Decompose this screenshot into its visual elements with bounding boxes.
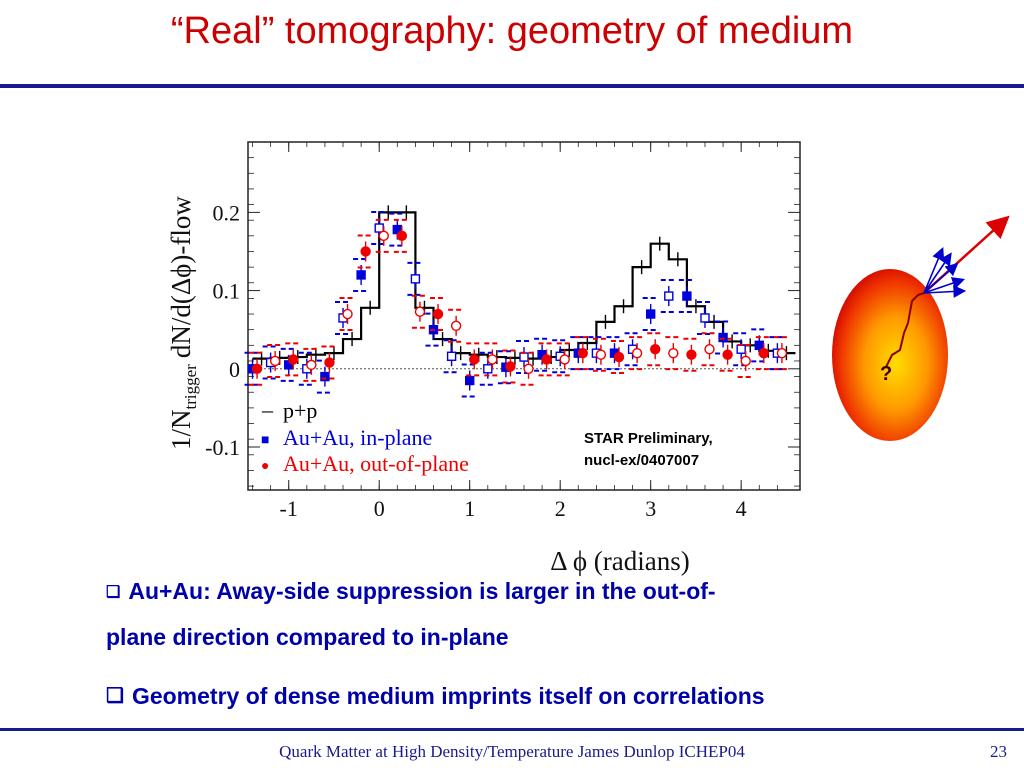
in-plane-point bbox=[682, 291, 692, 301]
annotation-line-1: STAR Preliminary, bbox=[584, 430, 713, 447]
jet-fragment-arrows bbox=[923, 247, 967, 298]
out-of-plane-point bbox=[541, 354, 552, 365]
y-tick-label: 0.1 bbox=[213, 279, 241, 304]
x-tick-label: 0 bbox=[374, 496, 385, 521]
in-plane-point bbox=[465, 375, 475, 386]
fragment-arrow bbox=[923, 285, 967, 298]
y-axis-title-main: 1/N bbox=[166, 410, 196, 451]
bullet-2-text: Geometry of dense medium imprints itself… bbox=[131, 683, 765, 709]
legend-label-pp: p+p bbox=[283, 398, 317, 423]
series-layer bbox=[244, 205, 796, 398]
out-of-plane-point bbox=[269, 355, 281, 367]
x-tick-label: 2 bbox=[555, 496, 566, 521]
out-of-plane-point bbox=[432, 308, 444, 320]
in-plane-point bbox=[356, 270, 366, 280]
out-of-plane-point bbox=[251, 363, 263, 374]
fragment-arrow bbox=[923, 277, 966, 294]
x-tick-label: 1 bbox=[464, 496, 475, 521]
in-plane-point bbox=[446, 351, 457, 361]
out-of-plane-point bbox=[523, 363, 534, 374]
legend-symbol-in-plane: ■ bbox=[261, 433, 269, 448]
x-tick-label: 3 bbox=[645, 496, 656, 521]
title-divider bbox=[0, 84, 1024, 88]
out-of-plane-point bbox=[324, 357, 335, 368]
y-tick-label: -0.1 bbox=[205, 435, 240, 460]
fragment-arrow bbox=[923, 262, 959, 294]
y-tick-label: 0 bbox=[229, 357, 240, 382]
page-number: 23 bbox=[990, 742, 1007, 761]
out-of-plane-point bbox=[414, 306, 426, 317]
in-plane-point bbox=[736, 344, 746, 354]
out-of-plane-point bbox=[342, 308, 353, 320]
bullet-marker-icon: ❑ bbox=[106, 584, 121, 601]
jet-medium-diagram: ? bbox=[832, 215, 1010, 441]
out-of-plane-point bbox=[487, 354, 498, 365]
legend-label-in-plane: Au+Au, in-plane bbox=[283, 425, 432, 450]
fragment-arrow bbox=[923, 247, 945, 294]
y-tick-label: 0.2 bbox=[213, 200, 241, 225]
in-plane-point bbox=[320, 371, 330, 382]
out-of-plane-point bbox=[776, 347, 788, 359]
out-of-plane-point bbox=[288, 354, 299, 365]
parton-path bbox=[885, 292, 925, 368]
bullet-1-line-2: plane direction compared to in-plane bbox=[106, 624, 509, 650]
out-of-plane-point bbox=[704, 344, 715, 355]
y-axis-title-tail: dN/d(Δϕ)-flow bbox=[166, 196, 196, 359]
preliminary-annotation: STAR Preliminary, nucl-ex/0407007 bbox=[584, 430, 713, 469]
y-axis-title-sub: trigger bbox=[181, 364, 200, 410]
correlation-chart: -1 0 1 2 3 4 -0.1 0 0.1 0.2 1/Ntrigger dN/d(Δϕ)-fl… bbox=[166, 141, 801, 576]
legend: – p+p ■ Au+Au, in-plane ● Au+Au, out-of-… bbox=[261, 397, 469, 476]
axes-layer: -1 0 1 2 3 4 -0.1 0 0.1 0.2 bbox=[205, 142, 800, 521]
in-plane-point bbox=[718, 332, 728, 343]
bullet-marker-icon: ❑ bbox=[106, 685, 124, 707]
x-tick-label: 4 bbox=[736, 496, 747, 521]
out-of-plane-point bbox=[306, 359, 317, 371]
out-of-plane-point bbox=[360, 246, 371, 257]
out-of-plane-point bbox=[758, 347, 770, 359]
in-plane-point bbox=[410, 274, 421, 284]
out-of-plane-point bbox=[450, 320, 462, 331]
legend-label-out-of-plane: Au+Au, out-of-plane bbox=[283, 451, 469, 476]
out-of-plane-point bbox=[505, 361, 516, 372]
fragment-arrow bbox=[923, 252, 952, 294]
out-of-plane-point bbox=[396, 230, 408, 242]
in-plane-point bbox=[754, 340, 764, 351]
bullet-2: ❑ Geometry of dense medium imprints itsel… bbox=[106, 683, 765, 710]
annotation-line-2: nucl-ex/0407007 bbox=[584, 452, 699, 469]
svg-text:1/NtriggerdN/d(Δϕ)-flow: 1/Ntrigger dN/d(Δϕ)-flow bbox=[166, 196, 200, 450]
y-axis-title: 1/Ntrigger dN/d(Δϕ)-flow bbox=[166, 196, 200, 450]
out-of-plane-point bbox=[740, 355, 751, 367]
out-of-plane-point bbox=[595, 349, 607, 360]
out-of-plane-point bbox=[722, 349, 733, 360]
in-plane-point bbox=[700, 313, 710, 323]
dense-medium bbox=[832, 269, 948, 441]
out-of-plane-point bbox=[631, 347, 643, 359]
in-plane-point bbox=[483, 364, 493, 374]
slide-title: “Real” tomography: geometry of medium bbox=[170, 10, 854, 52]
legend-symbol-out-of-plane: ● bbox=[261, 459, 269, 474]
in-plane-point bbox=[664, 291, 674, 301]
out-of-plane-point bbox=[668, 347, 679, 359]
out-of-plane-point bbox=[469, 354, 480, 365]
out-of-plane-point bbox=[577, 347, 589, 359]
out-of-plane-point bbox=[686, 349, 697, 360]
question-mark: ? bbox=[880, 363, 892, 385]
bullet-1-line-1: Au+Au: Away-side suppression is larger i… bbox=[128, 578, 716, 604]
in-plane-point bbox=[645, 309, 656, 319]
legend-symbol-pp: – bbox=[261, 397, 274, 422]
out-of-plane-point bbox=[613, 351, 625, 363]
bullet-1-continued: plane direction compared to in-plane bbox=[106, 624, 509, 651]
footer-text: Quark Matter at High Density/Temperature… bbox=[279, 742, 745, 761]
out-of-plane-point bbox=[650, 344, 661, 355]
out-of-plane-point bbox=[559, 354, 570, 365]
out-of-plane-point bbox=[378, 230, 389, 242]
bullet-1: ❑ Au+Au: Away-side suppression is larger … bbox=[106, 578, 716, 605]
in-plane-point bbox=[374, 223, 384, 233]
x-tick-label: -1 bbox=[280, 496, 298, 521]
in-plane-point bbox=[519, 352, 529, 362]
x-axis-title: Δ ϕ (radians) bbox=[550, 546, 690, 576]
footer-divider bbox=[0, 728, 1024, 731]
